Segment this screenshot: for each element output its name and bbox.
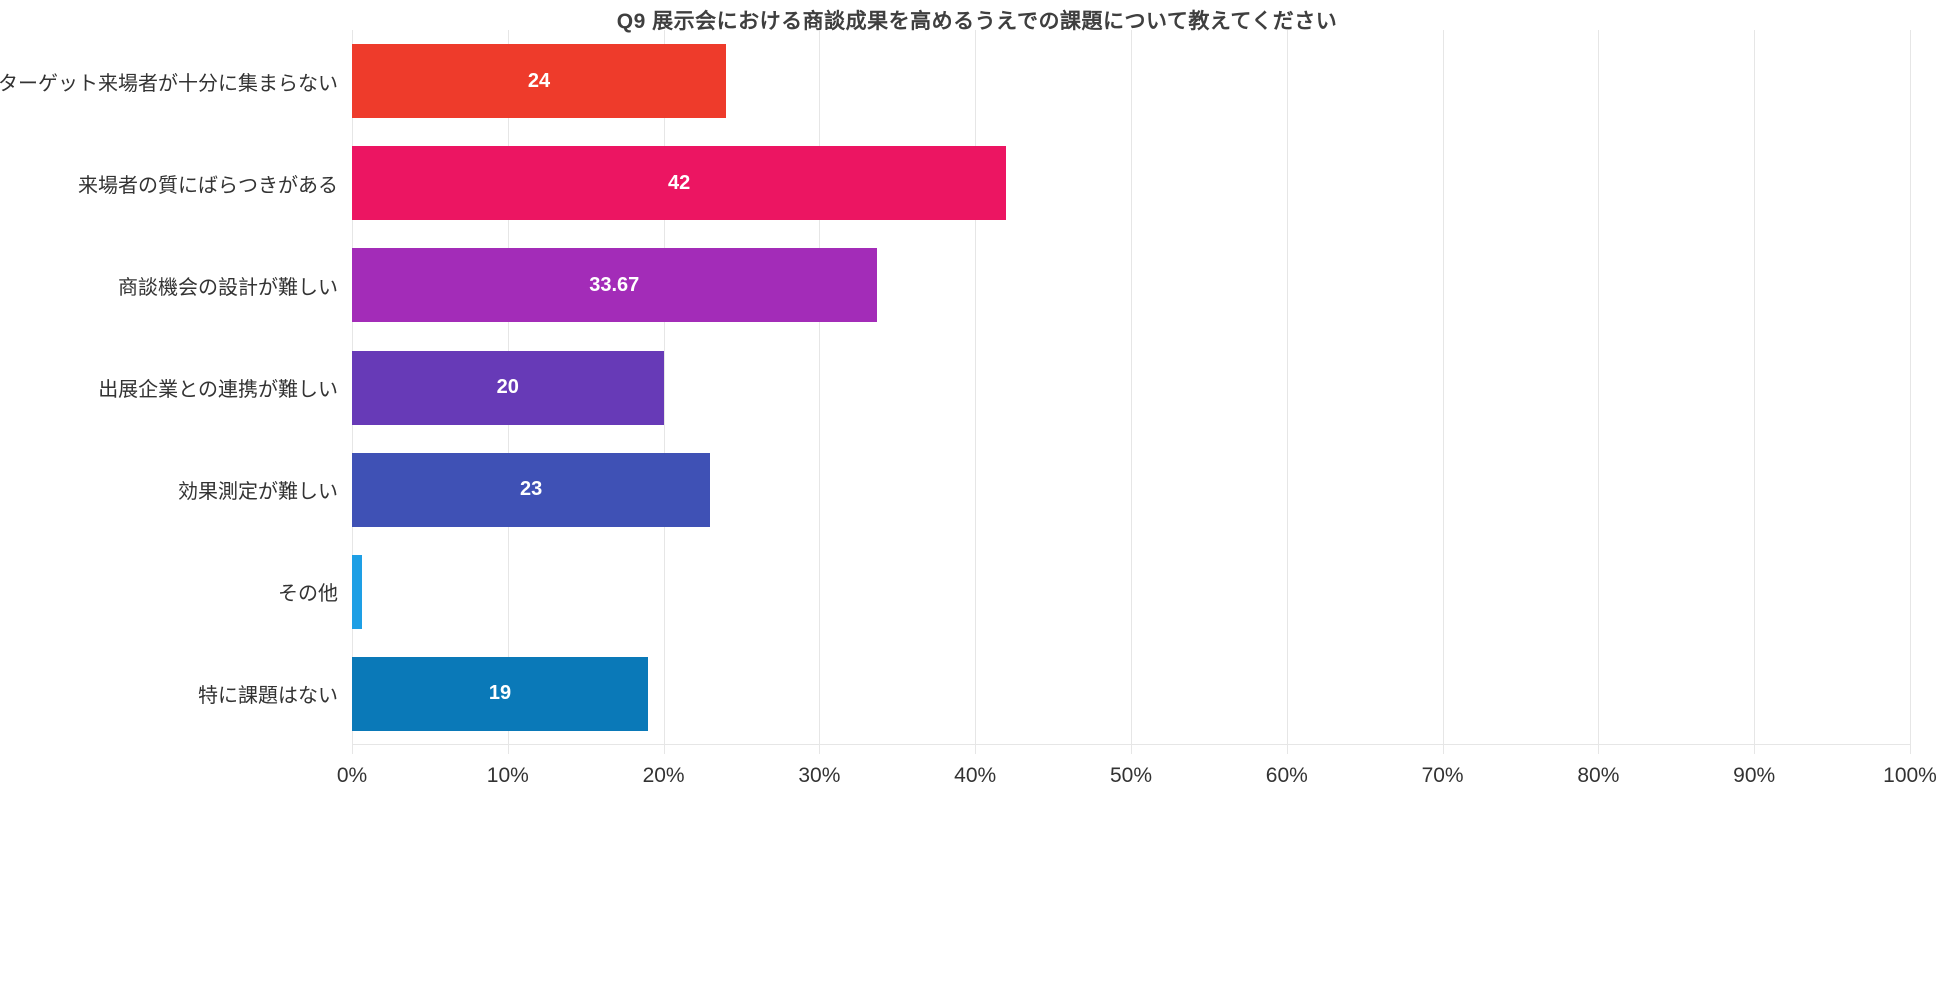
x-axis-tick-label: 90%: [1733, 764, 1776, 787]
category-label: 特に課題はない: [198, 685, 338, 708]
chart-title: Q9 展示会における商談成果を高めるうえでの課題について教えてください: [616, 10, 1338, 33]
bar-value-label: 20: [496, 376, 519, 398]
gridline: [1754, 30, 1756, 754]
bar-3: 20: [352, 350, 664, 425]
category-label: 商談機会の設計が難しい: [118, 276, 338, 299]
x-axis-tick-label: 20%: [642, 764, 685, 787]
category-label: 出展企業との連携が難しい: [98, 378, 338, 401]
x-axis-tick-label: 80%: [1577, 764, 1620, 787]
category-label: 来場者の質にばらつきがある: [78, 174, 338, 197]
x-axis-tick-label: 40%: [954, 764, 997, 787]
x-axis-tick-label: 10%: [486, 764, 529, 787]
bar-value-label: 19: [488, 682, 512, 705]
bar-value-label: 24: [527, 69, 551, 92]
gridline: [1442, 30, 1444, 754]
bar-2: 33.67: [352, 248, 877, 323]
gridline: [975, 30, 977, 754]
x-axis-tick-label: 60%: [1265, 764, 1308, 787]
gridline: [1598, 30, 1600, 754]
category-label: その他: [278, 583, 338, 606]
bar-4: 23: [352, 452, 711, 527]
gridline: [1910, 30, 1911, 754]
bar-value-label: 42: [668, 171, 691, 194]
bar-5: [352, 554, 363, 629]
x-axis: 0% 10% 20% 30% 40% 50% 60% 70% 80% 90% 100%: [337, 764, 1937, 796]
gridline: [1131, 30, 1132, 754]
bar-value-label: 33.67: [589, 273, 640, 296]
x-axis-tick-label: 0%: [336, 764, 368, 787]
bar-0: 24: [352, 44, 726, 119]
category-labels: ターゲット来場者が十分に集まらない来場者の質にばらつきがある商談機会の設計が難し…: [0, 30, 338, 745]
x-axis-tick-label: 70%: [1421, 764, 1464, 787]
category-label: ターゲット来場者が十分に集まらない: [0, 72, 338, 95]
category-label: 効果測定が難しい: [178, 481, 338, 504]
gridline: [1286, 30, 1288, 754]
x-axis-tick-label: 50%: [1109, 764, 1153, 787]
bar-value-label: 23: [520, 478, 543, 501]
bar-6: 19: [352, 656, 649, 731]
gridline: [819, 30, 821, 754]
x-axis-tick-label: 100%: [1883, 764, 1937, 787]
gridline: [663, 30, 665, 754]
plot-area: 24 42 33.67 20 23 19: [352, 30, 1911, 754]
x-axis-tick-label: 30%: [798, 764, 841, 787]
bar-1: 42: [352, 146, 1007, 221]
